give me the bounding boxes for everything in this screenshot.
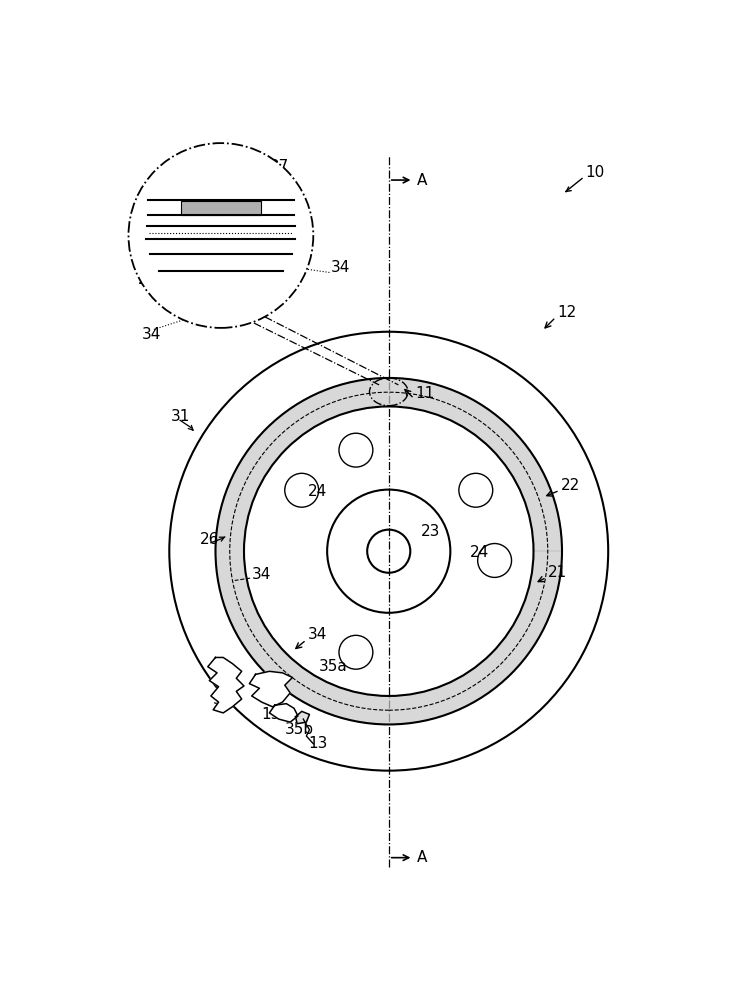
Text: 34: 34 (141, 327, 161, 342)
Polygon shape (269, 704, 298, 722)
Text: 11: 11 (416, 386, 435, 401)
Text: 23: 23 (421, 524, 440, 539)
Text: 31: 31 (171, 409, 190, 424)
Bar (181, 201, 261, 215)
Text: 34: 34 (331, 260, 350, 275)
Text: 21: 21 (548, 565, 567, 580)
Circle shape (129, 143, 314, 328)
Text: A: A (417, 850, 428, 865)
Text: 22: 22 (562, 478, 581, 493)
Polygon shape (208, 657, 244, 713)
Polygon shape (296, 711, 309, 724)
Text: 26: 26 (140, 190, 160, 205)
Text: 24: 24 (308, 484, 327, 499)
Polygon shape (250, 671, 292, 707)
Text: 34: 34 (308, 627, 328, 642)
Text: 12: 12 (557, 305, 576, 320)
Text: 21: 21 (138, 272, 157, 287)
Text: 35b: 35b (285, 722, 314, 737)
Text: A: A (417, 173, 428, 188)
Text: 26: 26 (200, 532, 219, 547)
Polygon shape (216, 378, 562, 724)
Text: 24: 24 (470, 545, 489, 560)
Text: 35: 35 (213, 692, 233, 707)
Text: 13: 13 (308, 736, 328, 751)
Text: 27: 27 (269, 159, 289, 174)
Text: 35a: 35a (319, 659, 347, 674)
Text: 34: 34 (252, 567, 271, 582)
Text: 13a: 13a (262, 707, 291, 722)
Text: 10: 10 (585, 165, 604, 180)
